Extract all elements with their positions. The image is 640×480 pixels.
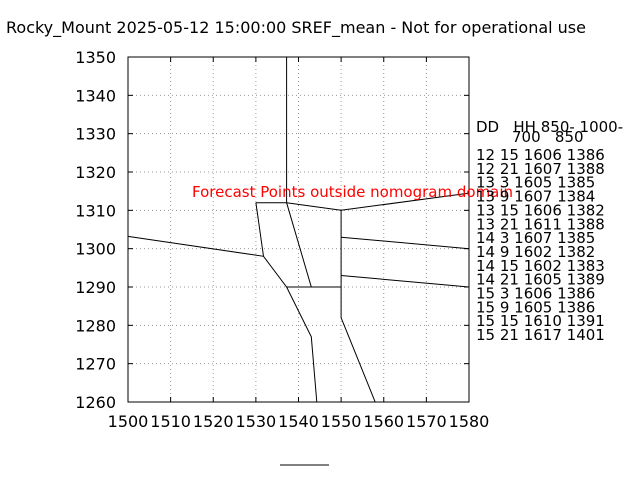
legend-header-line2: 700 850 <box>512 128 584 146</box>
legend-header-line1: DD HH 850- 1000- <box>476 118 623 136</box>
legend-row: 15 15 1610 1391 <box>476 312 605 330</box>
legend-row: 12 15 1606 1386 <box>476 146 605 164</box>
legend-row: 14 21 1605 1389 <box>476 271 605 289</box>
legend-row: 13 9 1607 1384 <box>476 188 595 206</box>
x-tick-label: 1550 <box>321 412 362 431</box>
x-tick-label: 1540 <box>278 412 319 431</box>
grid <box>128 57 469 402</box>
legend-row: 14 15 1602 1383 <box>476 257 605 275</box>
legend-row: 14 9 1602 1382 <box>476 243 595 261</box>
x-tick-label: 1560 <box>363 412 404 431</box>
nomogram-line <box>341 236 470 250</box>
y-tick-label: 1300 <box>75 240 116 259</box>
y-tick-label: 1330 <box>75 125 116 144</box>
y-tick-label: 1260 <box>75 393 116 412</box>
legend-row: 13 3 1605 1385 <box>476 174 595 192</box>
nomogram-line <box>255 202 264 257</box>
nomogram-line <box>286 202 312 288</box>
y-tick-label: 1290 <box>75 278 116 297</box>
x-tick-label: 1520 <box>193 412 234 431</box>
x-tick-label: 1510 <box>150 412 191 431</box>
nomogram-lines <box>127 57 470 403</box>
y-tick-label: 1350 <box>75 48 116 67</box>
y-axis: 1260 1270 1280 1290 1300 1310 1320 1330 1340 1350 <box>75 48 469 412</box>
legend-row: 13 15 1606 1382 <box>476 201 605 219</box>
nomogram-line <box>341 275 470 288</box>
x-tick-label: 1580 <box>449 412 490 431</box>
x-tick-label: 1530 <box>236 412 277 431</box>
legend-row: 15 9 1605 1386 <box>476 298 595 316</box>
legend-row: 14 3 1607 1385 <box>476 229 595 247</box>
y-tick-label: 1340 <box>75 86 116 105</box>
y-tick-label: 1280 <box>75 316 116 335</box>
legend-row: 15 3 1606 1386 <box>476 285 595 303</box>
legend-row: 15 21 1617 1401 <box>476 326 605 344</box>
chart-title: Rocky_Mount 2025-05-12 15:00:00 SREF_mea… <box>6 18 586 38</box>
x-axis: 1500 1510 1520 1530 1540 1550 1560 1570 1580 <box>108 57 490 431</box>
y-tick-label: 1270 <box>75 355 116 374</box>
legend: DD HH 850- 1000- 700 850 12 15 1606 1386… <box>476 118 623 344</box>
legend-row: 13 21 1611 1388 <box>476 215 605 233</box>
nomogram-line <box>340 317 376 403</box>
legend-row: 12 21 1607 1388 <box>476 160 605 178</box>
domain-warning: Forecast Points outside nomogram domain <box>192 183 513 201</box>
nomogram-line <box>255 192 470 211</box>
nomogram-line <box>286 286 318 403</box>
nomogram-line <box>127 235 342 288</box>
x-tick-label: 1500 <box>108 412 149 431</box>
x-tick-label: 1570 <box>406 412 447 431</box>
y-tick-label: 1320 <box>75 163 116 182</box>
y-tick-label: 1310 <box>75 201 116 220</box>
